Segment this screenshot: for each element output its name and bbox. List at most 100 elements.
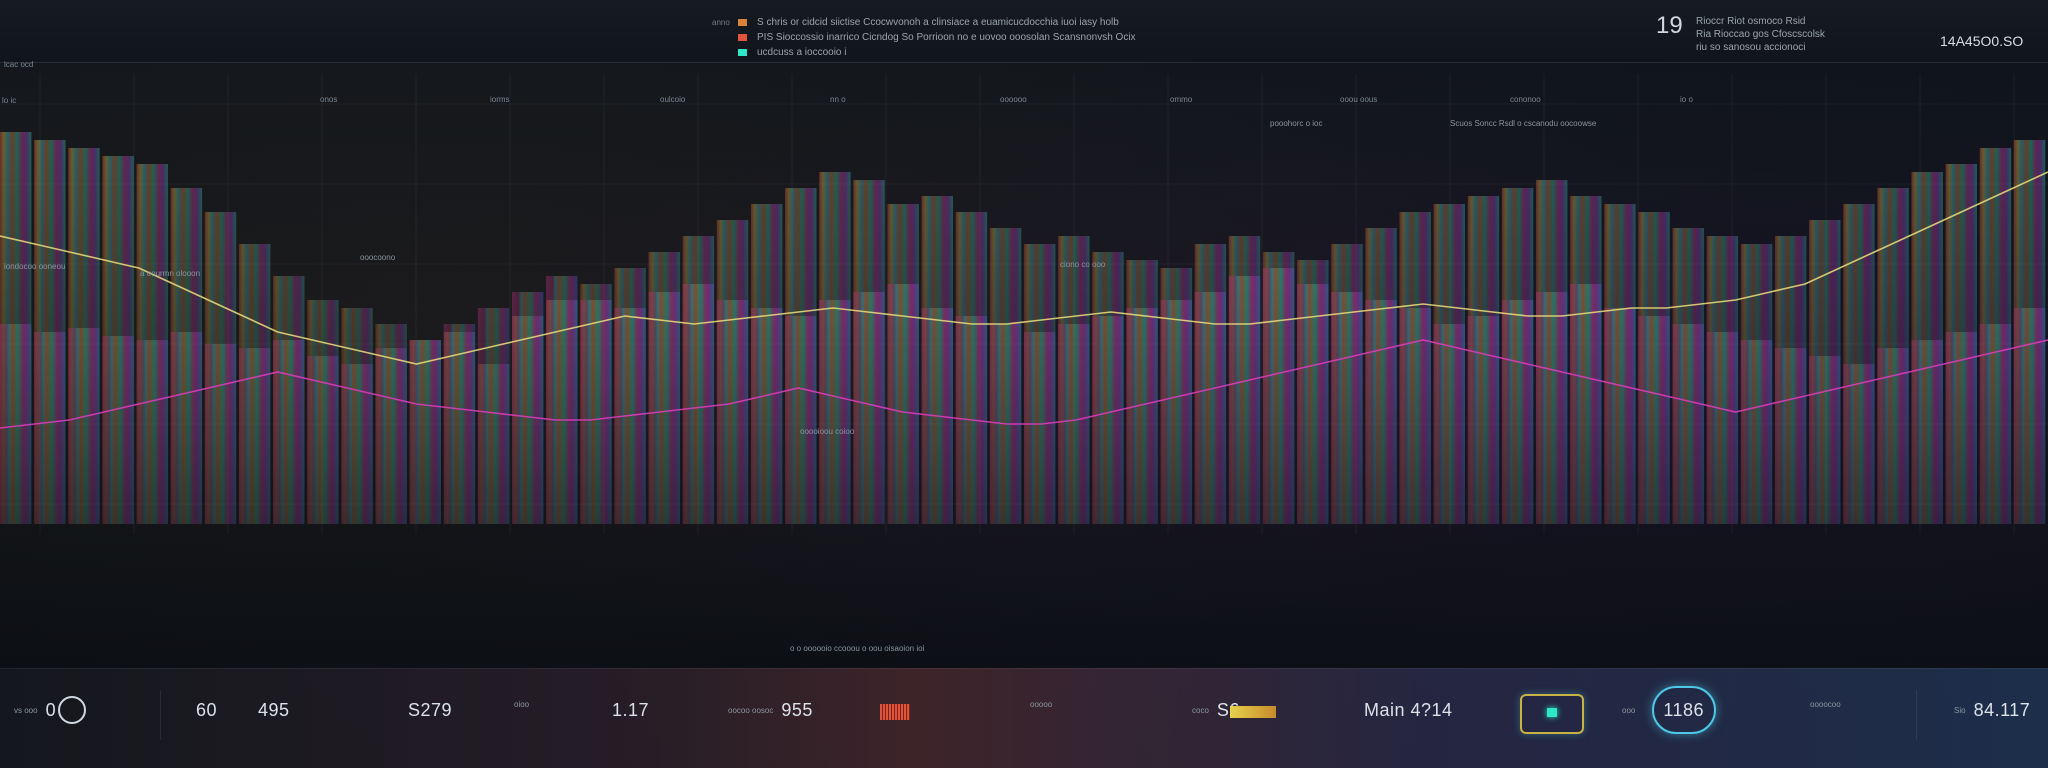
legend-label: S chris or cidcid siictise Ccocwvonoh a … (757, 16, 1119, 28)
series-line (0, 339, 2048, 429)
chart-bar (750, 308, 783, 524)
stat-value: 955 (781, 700, 813, 720)
chart-bar (682, 284, 715, 524)
stat-item[interactable]: oioo (514, 700, 537, 709)
side-label: lo ic (2, 96, 17, 105)
legend-label: PIS Sioccossio inarrico Cicndog So Porri… (757, 31, 1136, 43)
chart-bar (1979, 324, 2012, 524)
chart-bar (546, 276, 578, 524)
header-count: 19 (1656, 12, 1683, 39)
main-chart[interactable]: onos iorms oulcoio nn o oooooo ommo ooou oous c… (0, 64, 2048, 664)
chart-bar (1126, 308, 1158, 524)
x-tick-label: ommo (1170, 95, 1193, 104)
chart-bar (785, 316, 817, 524)
stat-item[interactable]: oocoo oosoc 955 (728, 700, 813, 721)
stats-footer (0, 668, 2048, 768)
chart-bar (1228, 276, 1261, 524)
corner-label: lcac ocd (4, 60, 34, 69)
stat-item[interactable]: vs ooo 0 (14, 700, 56, 721)
chart-annotation: ciono co ooo (1060, 260, 1106, 269)
top-header: anno S chris or cidcid siictise Ccocwvon… (0, 0, 2048, 63)
chart-bar (2013, 308, 2046, 524)
stat-item[interactable]: S279 (400, 700, 452, 721)
chart-bar (1262, 268, 1295, 524)
chart-annotation: ooooioou coioo (800, 427, 855, 436)
x-tick-label: cononoo (1510, 95, 1541, 104)
stat-label: Sio (1954, 706, 1966, 715)
chart-bar (1058, 324, 1090, 524)
chart-bar (1501, 300, 1534, 524)
line-series (0, 171, 2048, 429)
chart-bar (1194, 292, 1227, 524)
chart-bar (1809, 356, 1841, 524)
status-badge[interactable] (1520, 694, 1584, 734)
stat-value: 1.17 (612, 700, 650, 720)
stat-label: oioo (514, 700, 530, 709)
legend-item[interactable]: ucdcuss a ioccooio i (712, 45, 1232, 60)
chart-bar (1092, 316, 1124, 524)
legend-swatch (738, 49, 747, 56)
chart-bar (1706, 332, 1739, 524)
header-note: Rioccr Riot osmoco Rsid Ria Rioccao gos … (1696, 15, 1896, 54)
stat-value: S279 (408, 700, 453, 720)
stat-item[interactable]: oooocoo (1810, 700, 1849, 709)
header-note-line: riu so sanosou accionoci (1696, 42, 1806, 53)
stat-value: 60 (196, 700, 218, 720)
chart-bar (307, 356, 339, 524)
chart-annotation: Scuos Soncc Rsdl o cscanodu oocoowse (1450, 119, 1597, 128)
chart-bar (409, 340, 442, 524)
stat-item[interactable]: 495 (250, 700, 290, 721)
x-tick-label: iorms (490, 95, 510, 104)
header-note-line: Ria Rioccao gos Cfoscscolsk (1696, 29, 1825, 40)
stat-label: ooo (1622, 706, 1636, 715)
chart-bar (853, 292, 885, 524)
chart-bar (136, 340, 168, 524)
stat-item[interactable]: Main 4?14 (1356, 700, 1453, 721)
chart-bar (1433, 324, 1466, 524)
stat-item[interactable]: 60 (188, 700, 217, 721)
x-tick-label: ooou oous (1340, 95, 1377, 104)
x-tick-label: io o (1680, 95, 1693, 104)
bar-series-b (0, 268, 2046, 524)
chart-bar (1365, 300, 1397, 524)
chart-bar (1774, 348, 1807, 524)
chart-bar (1843, 364, 1875, 524)
legend-item[interactable]: PIS Sioccossio inarrico Cicndog So Porri… (712, 30, 1232, 45)
legend-item[interactable]: anno S chris or cidcid siictise Ccocwvon… (712, 15, 1232, 30)
divider (160, 690, 161, 740)
stat-label: oooocoo (1810, 700, 1841, 709)
series-line (0, 171, 2048, 365)
x-tick-label: oooooo (1000, 95, 1027, 104)
chart-bar (1740, 340, 1773, 524)
chart-bar (1331, 292, 1363, 524)
chart-bar (1467, 316, 1500, 524)
header-value: 14A45O0.SO (1940, 33, 2024, 49)
chart-bar (0, 324, 32, 524)
stat-item[interactable]: Sio 84.117 (1954, 700, 2030, 721)
stat-label: vs ooo (14, 706, 38, 715)
stat-item[interactable]: ooooo (1030, 700, 1060, 709)
chart-bar (1024, 332, 1056, 524)
stat-label: ooooo (1030, 700, 1053, 709)
chart-bar (170, 332, 203, 524)
chart-bar (477, 308, 510, 524)
chart-area[interactable]: onos iorms oulcoio nn o oooooo ommo ooou oous c… (0, 64, 2048, 664)
chart-bar (716, 300, 749, 524)
chart-bar (34, 332, 66, 524)
chart-bar (1945, 332, 1978, 524)
stat-item[interactable]: 1.17 (604, 700, 649, 721)
bar-series-a (0, 132, 2046, 524)
chart-bar (1877, 348, 1909, 524)
chart-annotation: pooohorc o ioc (1270, 119, 1322, 128)
legend-tag: anno (712, 17, 730, 27)
chart-bar (1638, 316, 1670, 524)
footer-caption: o o oooooio ccooou o oou oisaoion ioi (790, 644, 925, 653)
chart-annotation: a oourmn olooon (140, 269, 200, 278)
divider (1916, 690, 1917, 740)
chart-bar (1536, 292, 1568, 524)
stat-label: oocoo oosoc (728, 706, 774, 715)
chart-bar (648, 292, 680, 524)
status-chip (880, 704, 910, 720)
chart-legend: anno S chris or cidcid siictise Ccocwvon… (712, 15, 1232, 60)
chart-bar (819, 300, 851, 524)
